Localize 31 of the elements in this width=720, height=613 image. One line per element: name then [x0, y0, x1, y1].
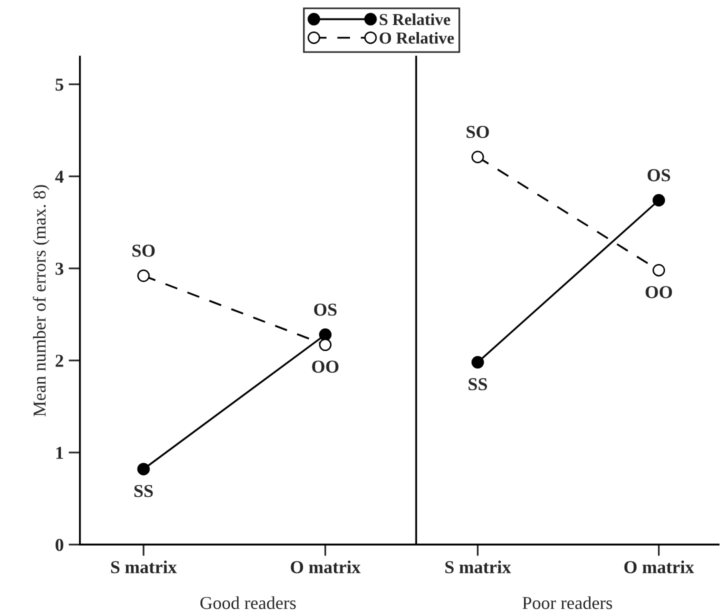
x-tick-label: O matrix — [290, 560, 361, 574]
annotation: OO — [646, 286, 672, 298]
annotation: SO — [466, 126, 489, 138]
annotation: OS — [314, 304, 337, 316]
annotation: SO — [132, 244, 155, 257]
x-tick-label: S matrix — [445, 560, 511, 574]
y-tick-label: 3 — [56, 262, 64, 275]
point — [319, 338, 332, 352]
annotation: SS — [468, 378, 488, 390]
y-tick-label: 4 — [55, 170, 64, 183]
y-axis-title: Mean number of errors (max. 8) — [32, 185, 50, 416]
y-tick-label: 2 — [56, 354, 64, 367]
point — [137, 462, 150, 476]
point — [471, 356, 484, 369]
point — [652, 264, 666, 276]
point — [652, 194, 666, 207]
x-tick-label: O matrix — [624, 560, 694, 574]
legend-label: S Relative — [380, 13, 450, 26]
annotation: OO — [312, 360, 338, 373]
point — [471, 150, 484, 164]
point — [319, 328, 332, 341]
x-tick-label: S matrix — [111, 560, 177, 574]
x-axis-title: Poor readers — [522, 596, 612, 610]
point — [137, 270, 150, 282]
legend-label: O Relative — [380, 32, 454, 44]
annotation: OS — [648, 169, 670, 182]
y-tick-label: 5 — [56, 78, 64, 91]
annotation: SS — [134, 484, 153, 498]
y-tick-label: 1 — [56, 446, 64, 459]
x-axis-title: Good readers — [200, 596, 296, 610]
y-tick-label: 0 — [56, 538, 64, 552]
